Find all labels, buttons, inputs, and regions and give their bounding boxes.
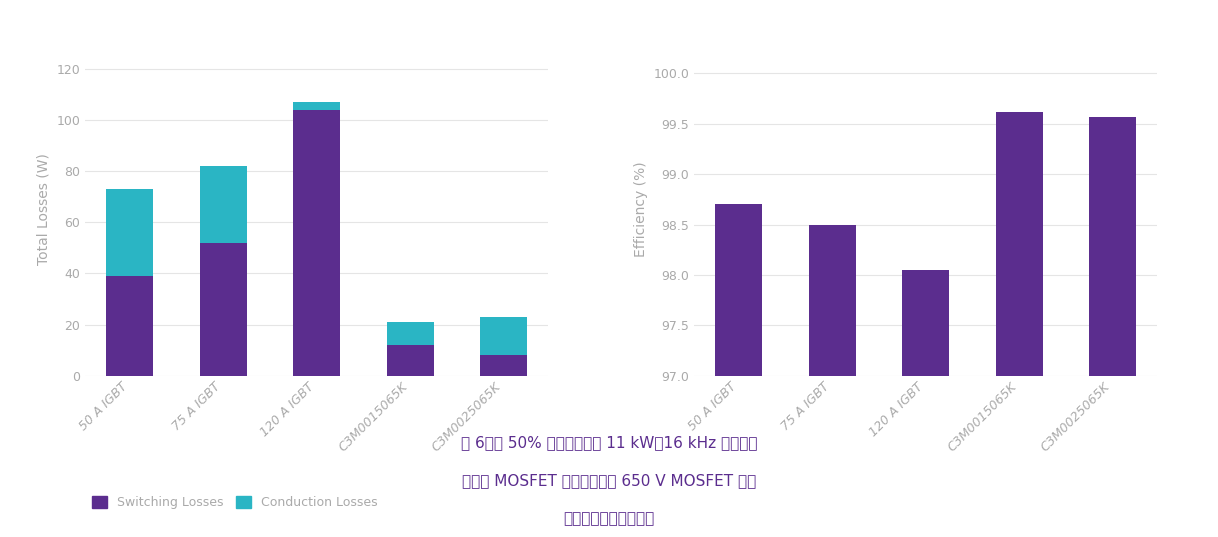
Y-axis label: Efficiency (%): Efficiency (%) <box>633 162 648 257</box>
Bar <box>996 112 1043 376</box>
Bar <box>1089 117 1136 376</box>
Bar <box>294 102 340 110</box>
Bar <box>480 317 527 355</box>
Bar <box>903 270 949 376</box>
Bar <box>200 243 246 376</box>
Bar <box>715 205 762 376</box>
Bar <box>294 110 340 376</box>
Bar <box>387 345 434 376</box>
Bar <box>106 189 153 276</box>
Bar <box>480 355 527 376</box>
Text: 图 6：在 50% 负载下运行的 11 kW、16 kHz 系统中，: 图 6：在 50% 负载下运行的 11 kW、16 kHz 系统中， <box>460 436 758 451</box>
Text: 采用硅 MOSFET 与采用碳化硅 650 V MOSFET 时，: 采用硅 MOSFET 与采用碳化硅 650 V MOSFET 时， <box>462 473 756 488</box>
Bar <box>809 224 855 376</box>
Text: 电机驱动器的损耗情况: 电机驱动器的损耗情况 <box>564 511 654 526</box>
Bar <box>106 276 153 376</box>
Bar <box>200 166 246 243</box>
Bar <box>387 322 434 345</box>
Y-axis label: Total Losses (W): Total Losses (W) <box>37 154 51 265</box>
Legend: Switching Losses, Conduction Losses: Switching Losses, Conduction Losses <box>91 496 378 509</box>
